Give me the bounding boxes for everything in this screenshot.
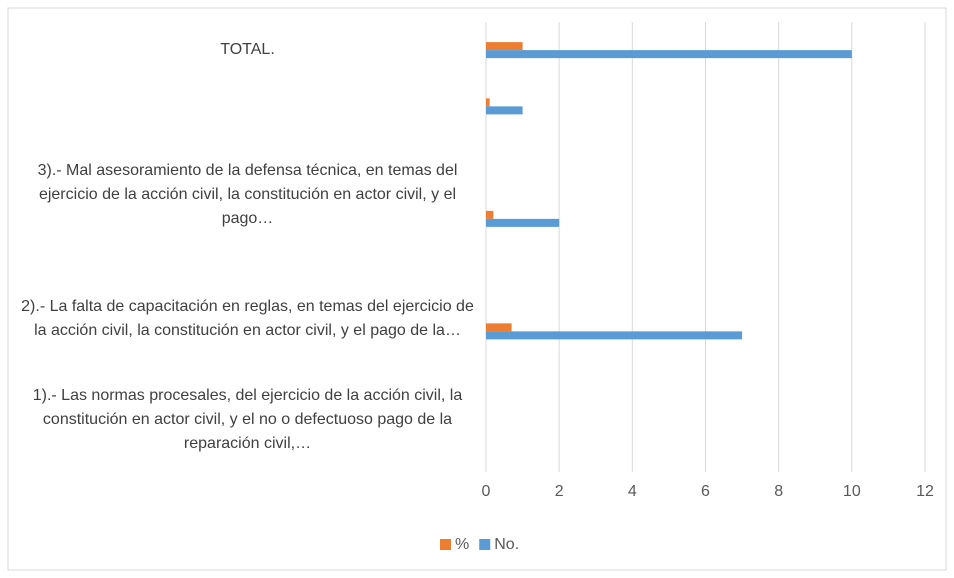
bar [486, 42, 523, 51]
bar [486, 50, 852, 59]
bar [486, 218, 560, 227]
legend-label: % [455, 536, 469, 553]
bar [486, 106, 523, 115]
x-tick-label: 12 [916, 483, 934, 500]
y-tick-label: 2).- La falta de capacitación en reglas,… [21, 298, 474, 340]
legend-swatch [440, 539, 451, 550]
x-tick-label: 4 [628, 483, 637, 500]
legend-swatch [479, 539, 491, 550]
bar [486, 323, 512, 332]
bar [486, 210, 494, 219]
x-tick-label: 8 [774, 483, 783, 500]
y-tick-label: 3).- Mal asesoramiento de la defensa téc… [37, 161, 458, 227]
bar [486, 98, 490, 107]
x-tick-label: 0 [482, 483, 491, 500]
x-tick-label: 10 [843, 483, 861, 500]
legend-label: No. [494, 536, 519, 553]
chart-border [7, 7, 947, 571]
y-tick-label: 1).- Las normas procesales, del ejercici… [32, 386, 463, 452]
x-tick-label: 6 [701, 483, 710, 500]
bar [486, 331, 743, 340]
y-tick-label: TOTAL. [220, 41, 275, 59]
x-tick-label: 2 [555, 483, 564, 500]
